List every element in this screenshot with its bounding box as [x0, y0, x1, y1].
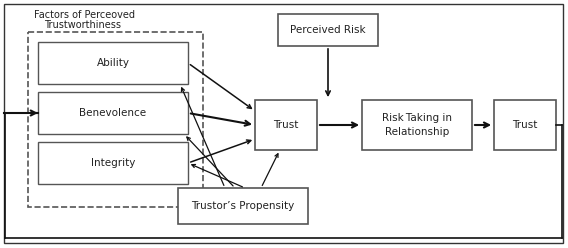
Text: Trust: Trust	[512, 120, 538, 130]
Bar	[362, 100, 472, 150]
Bar	[178, 188, 308, 224]
Text: Ability: Ability	[97, 58, 130, 68]
Text: Integrity: Integrity	[91, 158, 135, 168]
Text: Relationship: Relationship	[385, 127, 449, 137]
Bar	[38, 142, 188, 184]
Text: Perceived Risk: Perceived Risk	[290, 25, 366, 35]
Text: Trust: Trust	[273, 120, 299, 130]
Text: Risk Taking in: Risk Taking in	[382, 113, 452, 123]
Text: Trustworthiness: Trustworthiness	[44, 20, 121, 30]
Text: Factors of Perceoved: Factors of Perceoved	[34, 10, 135, 20]
Bar	[38, 42, 188, 84]
Bar	[255, 100, 317, 150]
Text: Trustor’s Propensity: Trustor’s Propensity	[191, 201, 295, 211]
Bar	[28, 32, 203, 207]
Text: Benevolence: Benevolence	[80, 108, 147, 118]
Bar	[494, 100, 556, 150]
Bar	[38, 92, 188, 134]
Bar	[278, 14, 378, 46]
